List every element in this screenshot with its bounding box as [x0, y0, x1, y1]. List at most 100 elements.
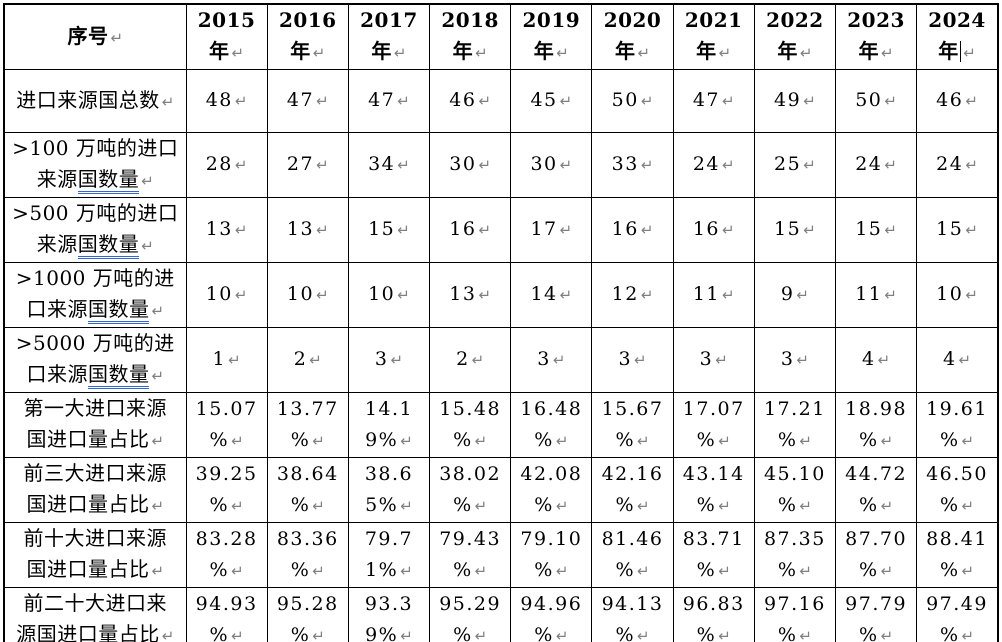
- value-cell[interactable]: 10 ↵: [266, 262, 349, 328]
- value-cell[interactable]: 39.25% ↵: [185, 457, 268, 523]
- value-cell[interactable]: 1 ↵: [185, 327, 268, 393]
- value-cell[interactable]: 15.48% ↵: [429, 392, 512, 458]
- value-cell[interactable]: 97.49% ↵: [916, 587, 999, 642]
- value-cell[interactable]: 10 ↵: [347, 262, 431, 328]
- value-cell[interactable]: 38.6 5% ↵: [347, 457, 431, 523]
- value-cell[interactable]: 9 ↵: [753, 262, 837, 328]
- value-cell[interactable]: 2 ↵: [266, 327, 349, 393]
- value-cell[interactable]: 10 ↵: [916, 262, 999, 328]
- value-cell[interactable]: 3 ↵: [753, 327, 837, 393]
- value-cell[interactable]: 79.10% ↵: [510, 522, 593, 588]
- value-cell[interactable]: 16 ↵: [429, 197, 512, 263]
- value-cell[interactable]: 47 ↵: [266, 69, 349, 133]
- value-cell[interactable]: 30 ↵: [510, 132, 593, 198]
- value-cell[interactable]: 16.48% ↵: [510, 392, 593, 458]
- value-cell[interactable]: 47 ↵: [672, 69, 755, 133]
- value-cell[interactable]: 16 ↵: [672, 197, 755, 263]
- value-cell[interactable]: 13 ↵: [185, 197, 268, 263]
- row-label-cell[interactable]: >100 万吨的进口 来源国数量 ↵: [3, 132, 187, 198]
- value-cell[interactable]: 46 ↵: [429, 69, 512, 133]
- year-header-cell[interactable]: 2018 年 ↵: [429, 3, 512, 70]
- value-cell[interactable]: 87.35% ↵: [753, 522, 837, 588]
- value-cell[interactable]: 94.96% ↵: [510, 587, 593, 642]
- value-cell[interactable]: 79.43% ↵: [429, 522, 512, 588]
- value-cell[interactable]: 3 ↵: [347, 327, 431, 393]
- year-header-cell[interactable]: 2023 年 ↵: [834, 3, 918, 70]
- year-header-cell[interactable]: 2015 年 ↵: [185, 3, 268, 70]
- value-cell[interactable]: 83.36% ↵: [266, 522, 349, 588]
- value-cell[interactable]: 15 ↵: [347, 197, 431, 263]
- year-header-cell[interactable]: 2020 年 ↵: [591, 3, 674, 70]
- value-cell[interactable]: 81.46% ↵: [591, 522, 674, 588]
- row-label-cell[interactable]: 进口来源国总数 ↵: [3, 69, 187, 133]
- value-cell[interactable]: 87.70% ↵: [834, 522, 918, 588]
- value-cell[interactable]: 12 ↵: [591, 262, 674, 328]
- value-cell[interactable]: 3 ↵: [591, 327, 674, 393]
- value-cell[interactable]: 27 ↵: [266, 132, 349, 198]
- value-cell[interactable]: 24 ↵: [834, 132, 918, 198]
- value-cell[interactable]: 17.07% ↵: [672, 392, 755, 458]
- value-cell[interactable]: 24 ↵: [672, 132, 755, 198]
- row-label-cell[interactable]: 前三大进口来源 国进口量占比 ↵: [3, 457, 187, 523]
- value-cell[interactable]: 83.28% ↵: [185, 522, 268, 588]
- value-cell[interactable]: 16 ↵: [591, 197, 674, 263]
- value-cell[interactable]: 33 ↵: [591, 132, 674, 198]
- value-cell[interactable]: 83.71% ↵: [672, 522, 755, 588]
- value-cell[interactable]: 13 ↵: [266, 197, 349, 263]
- value-cell[interactable]: 38.02% ↵: [429, 457, 512, 523]
- value-cell[interactable]: 45.10% ↵: [753, 457, 837, 523]
- value-cell[interactable]: 30 ↵: [429, 132, 512, 198]
- value-cell[interactable]: 2 ↵: [429, 327, 512, 393]
- value-cell[interactable]: 15 ↵: [753, 197, 837, 263]
- value-cell[interactable]: 50 ↵: [834, 69, 918, 133]
- year-header-cell[interactable]: 2024 年 ↵: [916, 3, 999, 70]
- value-cell[interactable]: 25 ↵: [753, 132, 837, 198]
- row-label-cell[interactable]: >500 万吨的进口 来源国数量 ↵: [3, 197, 187, 263]
- value-cell[interactable]: 79.7 1% ↵: [347, 522, 431, 588]
- value-cell[interactable]: 15 ↵: [916, 197, 999, 263]
- value-cell[interactable]: 93.3 9% ↵: [347, 587, 431, 642]
- value-cell[interactable]: 46 ↵: [916, 69, 999, 133]
- year-header-cell[interactable]: 2019 年 ↵: [510, 3, 593, 70]
- value-cell[interactable]: 28 ↵: [185, 132, 268, 198]
- value-cell[interactable]: 3 ↵: [672, 327, 755, 393]
- value-cell[interactable]: 15.07% ↵: [185, 392, 268, 458]
- year-header-cell[interactable]: 2017 年 ↵: [347, 3, 431, 70]
- value-cell[interactable]: 17 ↵: [510, 197, 593, 263]
- value-cell[interactable]: 17.21% ↵: [753, 392, 837, 458]
- value-cell[interactable]: 13 ↵: [429, 262, 512, 328]
- value-cell[interactable]: 95.29% ↵: [429, 587, 512, 642]
- value-cell[interactable]: 38.64% ↵: [266, 457, 349, 523]
- value-cell[interactable]: 47 ↵: [347, 69, 431, 133]
- value-cell[interactable]: 46.50% ↵: [916, 457, 999, 523]
- value-cell[interactable]: 94.93% ↵: [185, 587, 268, 642]
- value-cell[interactable]: 88.41% ↵: [916, 522, 999, 588]
- value-cell[interactable]: 19.61% ↵: [916, 392, 999, 458]
- value-cell[interactable]: 95.28% ↵: [266, 587, 349, 642]
- value-cell[interactable]: 45 ↵: [510, 69, 593, 133]
- value-cell[interactable]: 49 ↵: [753, 69, 837, 133]
- value-cell[interactable]: 10 ↵: [185, 262, 268, 328]
- row-label-cell[interactable]: 第一大进口来源 国进口量占比 ↵: [3, 392, 187, 458]
- value-cell[interactable]: 97.16% ↵: [753, 587, 837, 642]
- corner-header-cell[interactable]: 序号 ↵: [3, 3, 187, 70]
- year-header-cell[interactable]: 2021 年 ↵: [672, 3, 755, 70]
- value-cell[interactable]: 11 ↵: [672, 262, 755, 328]
- value-cell[interactable]: 96.83% ↵: [672, 587, 755, 642]
- year-header-cell[interactable]: 2022 年 ↵: [753, 3, 837, 70]
- value-cell[interactable]: 50 ↵: [591, 69, 674, 133]
- value-cell[interactable]: 15 ↵: [834, 197, 918, 263]
- value-cell[interactable]: 43.14% ↵: [672, 457, 755, 523]
- value-cell[interactable]: 24 ↵: [916, 132, 999, 198]
- value-cell[interactable]: 3 ↵: [510, 327, 593, 393]
- value-cell[interactable]: 14 ↵: [510, 262, 593, 328]
- value-cell[interactable]: 18.98% ↵: [834, 392, 918, 458]
- value-cell[interactable]: 48 ↵: [185, 69, 268, 133]
- value-cell[interactable]: 97.79% ↵: [834, 587, 918, 642]
- value-cell[interactable]: 94.13% ↵: [591, 587, 674, 642]
- value-cell[interactable]: 4 ↵: [916, 327, 999, 393]
- year-header-cell[interactable]: 2016 年 ↵: [266, 3, 349, 70]
- value-cell[interactable]: 42.16% ↵: [591, 457, 674, 523]
- value-cell[interactable]: 13.77% ↵: [266, 392, 349, 458]
- value-cell[interactable]: 44.72% ↵: [834, 457, 918, 523]
